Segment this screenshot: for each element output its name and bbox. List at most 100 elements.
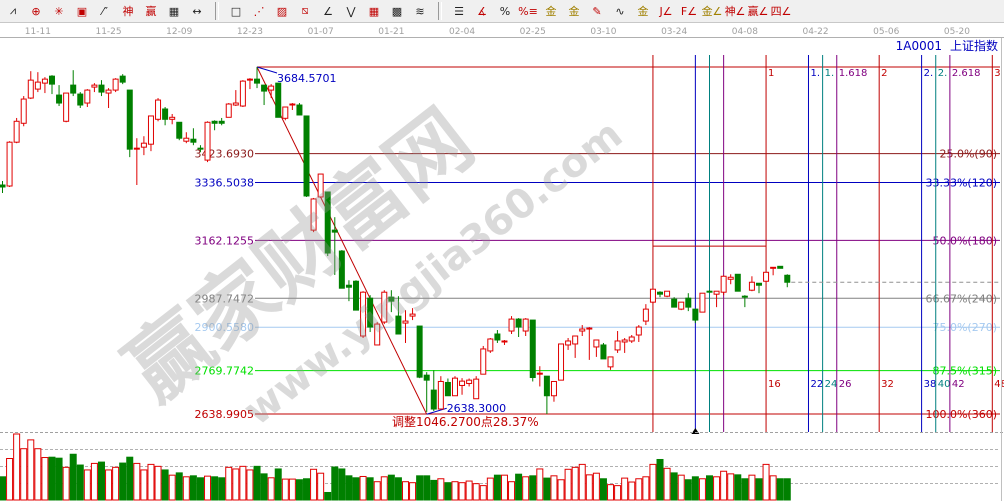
ying-button[interactable]: 赢	[140, 1, 162, 21]
tick-line-button[interactable]: ⁄″	[94, 1, 116, 21]
volume-bar	[762, 463, 770, 501]
candle	[543, 375, 550, 414]
pen-button[interactable]: ✎	[586, 1, 608, 21]
gann-grid-icon: ⧅	[301, 4, 309, 17]
zigzag-button[interactable]: ⋁	[340, 1, 362, 21]
volume-bar	[698, 478, 706, 501]
candle	[494, 330, 501, 343]
fib-level-price: 2769.7742	[195, 365, 255, 378]
gann-square-button[interactable]: ▣	[71, 1, 93, 21]
candle-body	[34, 81, 41, 90]
volume-bar	[663, 467, 671, 501]
time-cycle-ratio: 1.	[825, 68, 835, 79]
volume-bar	[387, 474, 395, 501]
candle-body	[268, 85, 275, 91]
volume-bar	[769, 475, 777, 501]
candle	[6, 141, 13, 187]
candle	[451, 376, 458, 397]
line-tool-button[interactable]: ⩘	[2, 1, 24, 21]
candle-body	[162, 108, 169, 120]
candle-body	[473, 378, 480, 400]
candle-body	[713, 290, 720, 295]
candle-body	[459, 380, 466, 386]
ruler-button[interactable]: ▦	[163, 1, 185, 21]
time-cycle-ratio: 2	[881, 68, 887, 79]
shen-angle-button[interactable]: 神∠	[724, 1, 746, 21]
fib-level-percent: 33.33%(120)	[925, 177, 997, 190]
grid-icon: ▦	[368, 4, 380, 18]
date-axis: 11-11 11-25 12-09 12-23 01-07 01-21 02-04 02-25…	[25, 27, 971, 37]
volume-bar	[352, 477, 360, 501]
percent-fan-icon: ∡	[477, 4, 487, 18]
candle-body	[147, 115, 154, 145]
percent-fan-button[interactable]: ∡	[471, 1, 493, 21]
candle-body	[416, 325, 423, 378]
volume-bar	[585, 474, 593, 501]
gann-grid-button[interactable]: ⧅	[294, 1, 316, 21]
wave-button[interactable]: ∿	[609, 1, 631, 21]
fan-lines-button[interactable]: ⋰	[248, 1, 270, 21]
grid-button[interactable]: ▦	[363, 1, 385, 21]
ying-angle-button[interactable]: 赢∠	[747, 1, 769, 21]
volume-bar	[182, 476, 190, 501]
candle-body	[466, 379, 473, 384]
volume-bar	[324, 491, 332, 501]
volume-bar	[727, 473, 735, 501]
swing-adjustment-label: 调整1046.2700点28.37%	[392, 414, 539, 429]
candle	[459, 378, 466, 395]
gann-box-button[interactable]: ▨	[271, 1, 293, 21]
parallel-lines-button[interactable]: ≋	[409, 1, 431, 21]
fib-level-percent: 25.0%(90)	[939, 148, 997, 161]
candle	[310, 197, 317, 233]
gold-button[interactable]: 金	[632, 1, 654, 21]
candle-body	[77, 93, 84, 106]
fib-levels-button[interactable]: ☰	[448, 1, 470, 21]
candle-body	[197, 147, 204, 150]
volume-bar	[112, 466, 120, 501]
shen-button[interactable]: 神	[117, 1, 139, 21]
candle-body	[487, 338, 494, 352]
date-tick-label: 12-23	[237, 27, 263, 37]
candle	[706, 290, 713, 293]
time-cycle-ratio: 2.	[924, 68, 934, 79]
grid-box-button[interactable]: ▩	[386, 1, 408, 21]
gold-circle-button[interactable]: 金	[540, 1, 562, 21]
time-cycle-ratio: 1	[768, 68, 774, 79]
candle-body	[338, 250, 345, 289]
candle-body	[437, 380, 444, 410]
candle	[246, 78, 253, 90]
date-tick-label: 02-04	[449, 27, 475, 37]
volume-bar	[6, 458, 14, 501]
candle	[211, 120, 218, 131]
gold-angle-button[interactable]: 金∠	[701, 1, 723, 21]
fib-level-percent: 75.0%(270)	[932, 321, 997, 334]
angle-button[interactable]: ∠	[317, 1, 339, 21]
candle-body	[543, 375, 550, 397]
si-angle-button[interactable]: 四∠	[770, 1, 792, 21]
percent-lines-button[interactable]: %≡	[517, 1, 539, 21]
volume-bar	[656, 458, 664, 501]
candle	[579, 325, 586, 337]
volume-bar	[465, 480, 473, 501]
candle-body	[324, 191, 331, 254]
candle	[70, 70, 77, 97]
percent-button[interactable]: %	[494, 1, 516, 21]
candle	[190, 128, 197, 146]
crosshair-circle-button[interactable]: ⊕	[25, 1, 47, 21]
candle-body	[183, 137, 190, 142]
gold-lines-button[interactable]: 金	[563, 1, 585, 21]
volume-bar	[394, 477, 402, 501]
j-angle-button[interactable]: J∠	[655, 1, 677, 21]
volume-bar	[713, 476, 721, 501]
candle-body	[360, 291, 367, 337]
volume-bar	[444, 482, 452, 501]
f-angle-button[interactable]: F∠	[678, 1, 700, 21]
volume-bar	[69, 453, 77, 501]
measure-width-button[interactable]: ↔	[186, 1, 208, 21]
gann-fan-button[interactable]: ✳	[48, 1, 70, 21]
fib-level-percent: 100.0%(360)	[925, 408, 997, 421]
time-cycle-count: 16	[768, 379, 781, 390]
box-button[interactable]: □	[225, 1, 247, 21]
candle-body	[119, 75, 126, 83]
